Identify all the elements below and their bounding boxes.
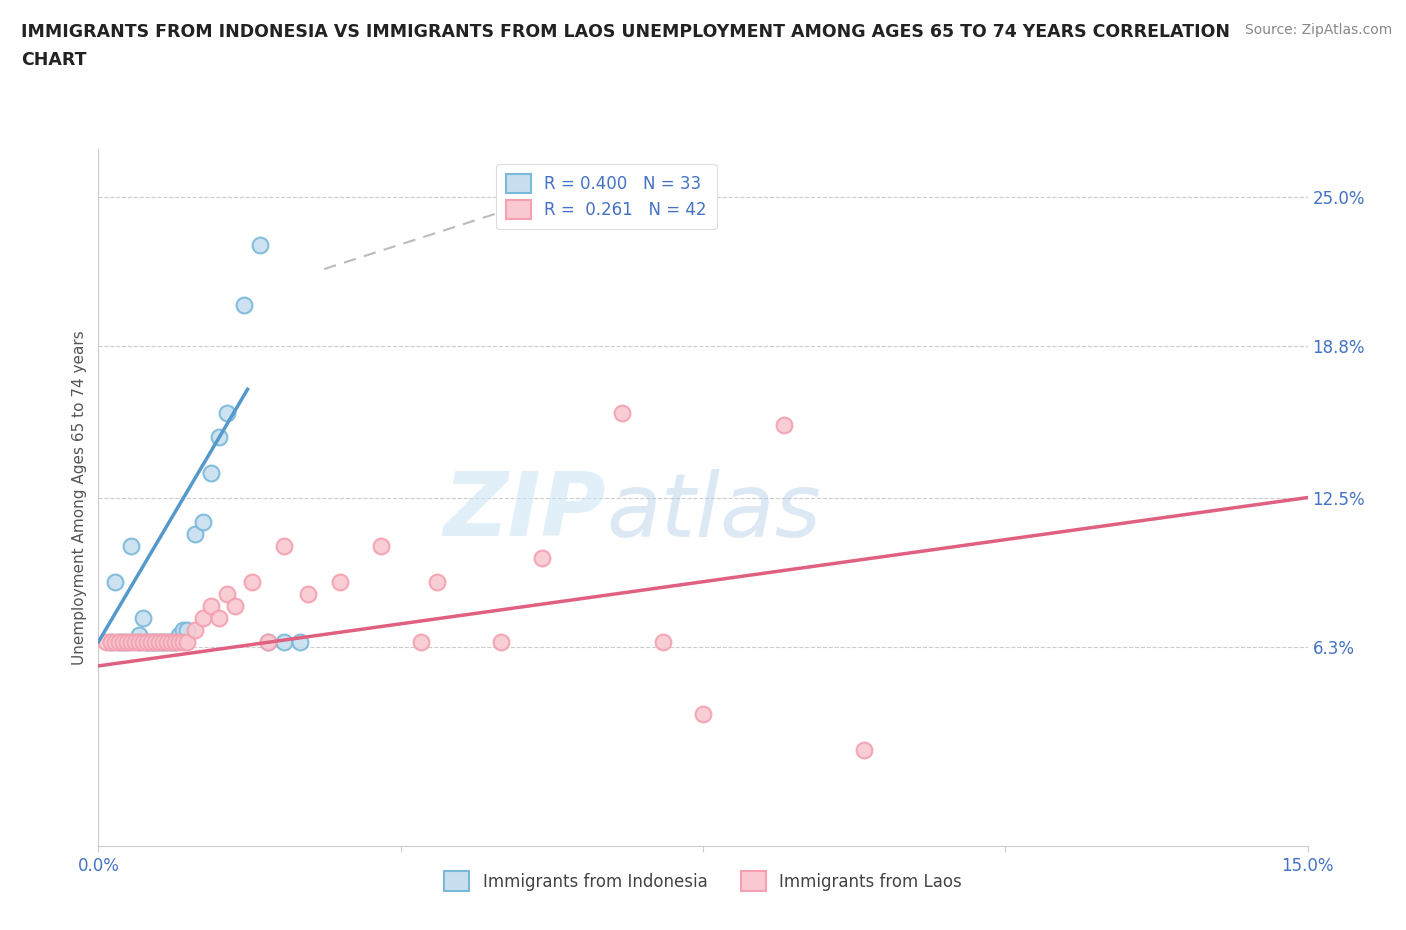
Point xyxy=(249,237,271,252)
Point xyxy=(135,634,157,649)
Point xyxy=(96,634,118,649)
Point xyxy=(273,634,295,649)
Point xyxy=(143,634,166,649)
Point xyxy=(156,634,179,649)
Point xyxy=(200,598,222,613)
Point xyxy=(124,634,146,649)
Point xyxy=(612,405,634,420)
Point xyxy=(772,418,794,432)
Point xyxy=(208,610,231,625)
Point xyxy=(172,634,194,649)
Text: atlas: atlas xyxy=(606,469,821,554)
Point xyxy=(288,634,311,649)
Point xyxy=(120,634,142,649)
Point xyxy=(232,298,254,312)
Point xyxy=(100,634,122,649)
Point xyxy=(200,466,222,481)
Y-axis label: Unemployment Among Ages 65 to 74 years: Unemployment Among Ages 65 to 74 years xyxy=(72,330,87,665)
Point xyxy=(148,634,170,649)
Point xyxy=(176,622,198,637)
Point xyxy=(143,634,166,649)
Point xyxy=(256,634,278,649)
Point xyxy=(651,634,673,649)
Point xyxy=(167,627,190,642)
Point xyxy=(370,538,392,553)
Point xyxy=(128,634,150,649)
Point xyxy=(148,634,170,649)
Point xyxy=(163,634,186,649)
Text: Source: ZipAtlas.com: Source: ZipAtlas.com xyxy=(1244,23,1392,37)
Point xyxy=(156,634,179,649)
Point xyxy=(152,634,174,649)
Point xyxy=(491,634,513,649)
Point xyxy=(256,634,278,649)
Point xyxy=(692,707,714,722)
Point xyxy=(184,526,207,541)
Point xyxy=(103,634,125,649)
Point xyxy=(530,551,553,565)
Point xyxy=(240,575,263,590)
Point xyxy=(160,634,183,649)
Point xyxy=(152,634,174,649)
Point xyxy=(329,575,352,590)
Point xyxy=(163,634,186,649)
Point xyxy=(184,622,207,637)
Point xyxy=(172,622,194,637)
Point xyxy=(132,634,155,649)
Point xyxy=(100,634,122,649)
Point xyxy=(107,634,129,649)
Point xyxy=(409,634,432,649)
Point xyxy=(139,634,162,649)
Point xyxy=(103,575,125,590)
Point xyxy=(128,634,150,649)
Point xyxy=(426,575,449,590)
Point xyxy=(224,598,246,613)
Point xyxy=(135,634,157,649)
Point xyxy=(152,634,174,649)
Point xyxy=(176,634,198,649)
Text: CHART: CHART xyxy=(21,51,87,69)
Point xyxy=(297,586,319,601)
Point xyxy=(217,586,239,601)
Text: ZIP: ZIP xyxy=(443,468,606,555)
Point xyxy=(167,634,190,649)
Point xyxy=(135,634,157,649)
Point xyxy=(143,634,166,649)
Point xyxy=(193,514,215,529)
Point xyxy=(111,634,134,649)
Point xyxy=(111,634,134,649)
Point xyxy=(107,634,129,649)
Text: IMMIGRANTS FROM INDONESIA VS IMMIGRANTS FROM LAOS UNEMPLOYMENT AMONG AGES 65 TO : IMMIGRANTS FROM INDONESIA VS IMMIGRANTS … xyxy=(21,23,1230,41)
Point xyxy=(115,634,138,649)
Point xyxy=(139,634,162,649)
Point xyxy=(120,538,142,553)
Point xyxy=(132,610,155,625)
Point xyxy=(853,743,876,758)
Point xyxy=(217,405,239,420)
Legend: Immigrants from Indonesia, Immigrants from Laos: Immigrants from Indonesia, Immigrants fr… xyxy=(437,865,969,897)
Point xyxy=(193,610,215,625)
Point xyxy=(128,627,150,642)
Point xyxy=(160,634,183,649)
Point xyxy=(115,634,138,649)
Point xyxy=(208,430,231,445)
Point xyxy=(273,538,295,553)
